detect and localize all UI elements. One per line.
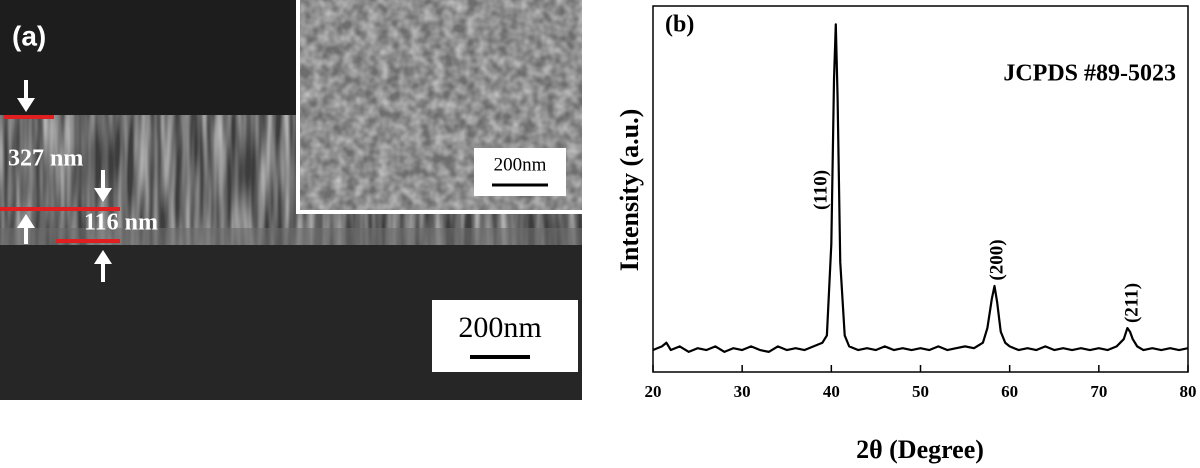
main-scale-box [432,300,578,372]
y-axis-title: Intensity (a.u.) [615,109,644,272]
main-scale-label: 200nm [458,311,541,344]
thickness-label: 116 nm [84,210,158,236]
inset-scale-label: 200nm [494,154,547,175]
annotation: JCPDS #89-5023 [1003,61,1176,87]
xrd-chart: (b) JCPDS #89-5023 (110) (200) (211) 2θ … [615,5,1197,464]
x-tick-label: 80 [1180,382,1197,401]
film-base [0,228,582,245]
arrows [17,80,112,282]
peak-label: (110) [810,170,831,210]
x-tick-label: 40 [823,382,840,401]
inset-scale-box [474,148,566,196]
panel-label: (a) [12,20,46,51]
x-tick-label: 20 [645,382,662,401]
thickness-label: 327 nm [8,146,83,172]
peak-label: (200) [986,239,1007,280]
x-tick-label: 60 [1001,382,1018,401]
x-tick-label: 70 [1090,382,1107,401]
xrd-line [652,23,1189,353]
x-tick-label: 30 [734,382,751,401]
peak-label: (211) [1121,283,1142,323]
panel-label: (b) [665,12,694,38]
x-tick-label: 50 [912,382,929,401]
sem-panel: 200nm 200nm (a) 327 nm 116 nm [0,0,582,400]
x-axis-title: 2θ (Degree) [856,435,984,464]
